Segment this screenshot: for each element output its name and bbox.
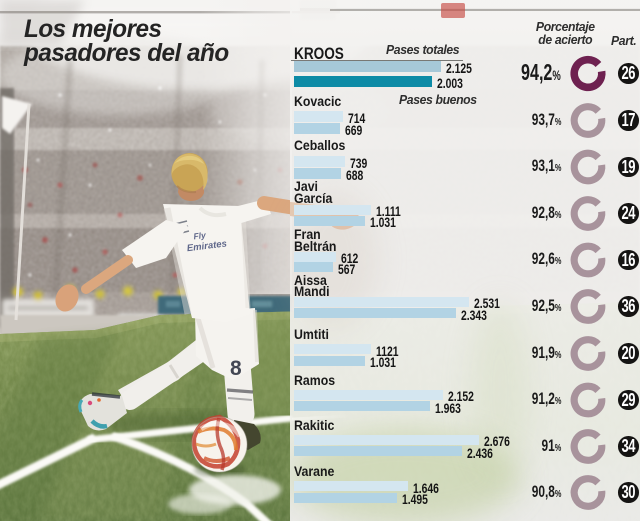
svg-text:Fly: Fly [193, 230, 208, 242]
svg-text:8: 8 [230, 357, 242, 380]
svg-text:Emirates: Emirates [186, 238, 227, 254]
